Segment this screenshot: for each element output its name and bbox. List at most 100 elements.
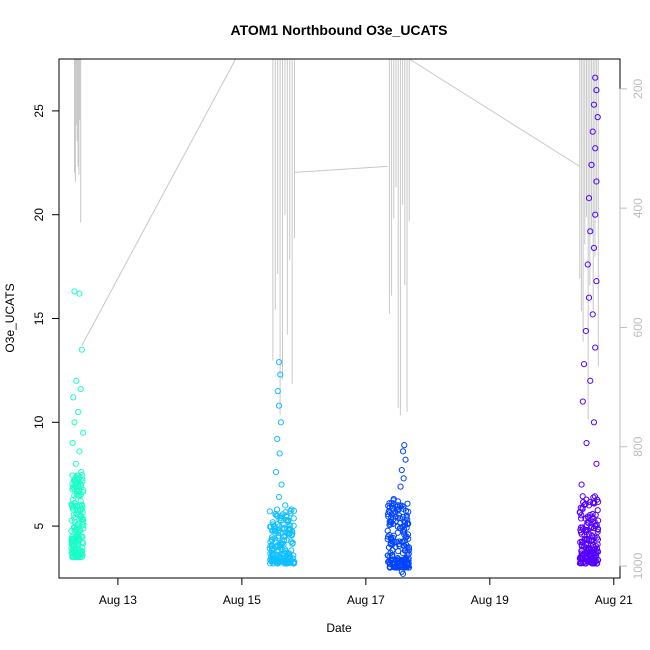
data-point bbox=[290, 515, 297, 522]
data-point bbox=[77, 491, 84, 499]
y2-tick-label: 400 bbox=[631, 198, 645, 218]
data-point bbox=[73, 488, 81, 495]
data-point bbox=[589, 311, 596, 318]
data-point bbox=[72, 474, 79, 481]
y2-tick-label: 1000 bbox=[631, 552, 645, 579]
data-point bbox=[275, 529, 282, 536]
data-point bbox=[270, 556, 278, 563]
data-point bbox=[402, 537, 409, 544]
secondary-trace-layer bbox=[73, 58, 599, 420]
data-point bbox=[399, 549, 407, 557]
data-point bbox=[274, 435, 281, 443]
x-tick-label: Aug 15 bbox=[223, 593, 261, 607]
data-point bbox=[588, 161, 595, 168]
data-point bbox=[283, 558, 291, 565]
data-point bbox=[76, 506, 83, 513]
data-point bbox=[394, 503, 401, 510]
data-point bbox=[590, 244, 598, 252]
data-point bbox=[589, 514, 596, 521]
data-point bbox=[594, 528, 601, 535]
data-point bbox=[275, 493, 283, 501]
x-axis-label: Date bbox=[326, 621, 352, 635]
data-point bbox=[579, 493, 586, 500]
data-point bbox=[585, 194, 593, 202]
data-point bbox=[594, 114, 601, 121]
data-point bbox=[578, 481, 585, 488]
data-point bbox=[275, 402, 283, 409]
y-tick-label: 25 bbox=[32, 104, 46, 118]
data-point bbox=[386, 500, 393, 507]
data-point bbox=[399, 570, 407, 577]
data-point bbox=[404, 531, 412, 538]
data-point bbox=[289, 539, 296, 546]
data-point bbox=[69, 535, 77, 542]
data-point bbox=[386, 521, 393, 529]
data-point bbox=[399, 513, 406, 520]
data-point bbox=[402, 456, 409, 463]
y2-axis: 200 400 600 800 1000 bbox=[619, 78, 645, 579]
data-point bbox=[405, 535, 412, 542]
data-point bbox=[70, 543, 77, 550]
data-point bbox=[576, 509, 583, 516]
data-point bbox=[285, 527, 293, 534]
data-point bbox=[77, 385, 84, 393]
data-point bbox=[79, 518, 86, 526]
data-point bbox=[272, 469, 280, 476]
data-point bbox=[387, 559, 394, 566]
data-point bbox=[585, 502, 593, 509]
data-point bbox=[589, 128, 596, 135]
data-point bbox=[77, 498, 84, 505]
data-point bbox=[79, 539, 86, 546]
data-point bbox=[398, 466, 405, 474]
data-point bbox=[274, 560, 281, 567]
x-tick-label: Aug 17 bbox=[347, 593, 385, 607]
data-point bbox=[592, 211, 599, 218]
y-tick-label: 20 bbox=[32, 208, 46, 222]
data-point bbox=[290, 559, 297, 566]
data-point bbox=[579, 524, 586, 531]
data-point bbox=[277, 371, 284, 378]
data-point bbox=[404, 520, 411, 527]
data-point bbox=[386, 563, 393, 570]
data-point bbox=[404, 500, 411, 507]
data-point bbox=[273, 512, 280, 519]
y-tick-label: 5 bbox=[32, 522, 46, 529]
data-point bbox=[401, 562, 408, 569]
data-point bbox=[405, 557, 412, 564]
data-point bbox=[592, 523, 599, 530]
data-point bbox=[583, 496, 590, 503]
plot-frame bbox=[58, 58, 621, 579]
data-point bbox=[68, 527, 75, 535]
data-point bbox=[75, 535, 82, 542]
data-point bbox=[403, 512, 410, 519]
data-point bbox=[78, 471, 85, 478]
data-point bbox=[588, 548, 595, 555]
data-point bbox=[282, 502, 289, 509]
data-point bbox=[592, 145, 599, 152]
data-point bbox=[78, 346, 86, 353]
data-point bbox=[384, 527, 391, 534]
data-point bbox=[78, 469, 85, 476]
data-point bbox=[592, 551, 600, 558]
data-point bbox=[384, 552, 392, 559]
data-point bbox=[287, 554, 294, 561]
data-point bbox=[72, 460, 79, 467]
secondary-connector-line bbox=[294, 165, 388, 173]
points-layer bbox=[68, 74, 602, 577]
data-point bbox=[76, 554, 84, 561]
data-point bbox=[405, 544, 413, 551]
y2-tick-label: 200 bbox=[631, 78, 645, 98]
data-point bbox=[276, 450, 283, 457]
data-point bbox=[586, 558, 594, 566]
data-point bbox=[288, 538, 295, 545]
data-point bbox=[579, 539, 586, 546]
data-point bbox=[70, 477, 77, 484]
data-point bbox=[391, 563, 398, 570]
data-point bbox=[71, 419, 78, 426]
data-point bbox=[577, 515, 585, 522]
data-point bbox=[593, 460, 600, 467]
data-point bbox=[595, 498, 602, 505]
data-point bbox=[585, 294, 593, 301]
data-point bbox=[593, 87, 600, 94]
data-point bbox=[68, 502, 76, 509]
